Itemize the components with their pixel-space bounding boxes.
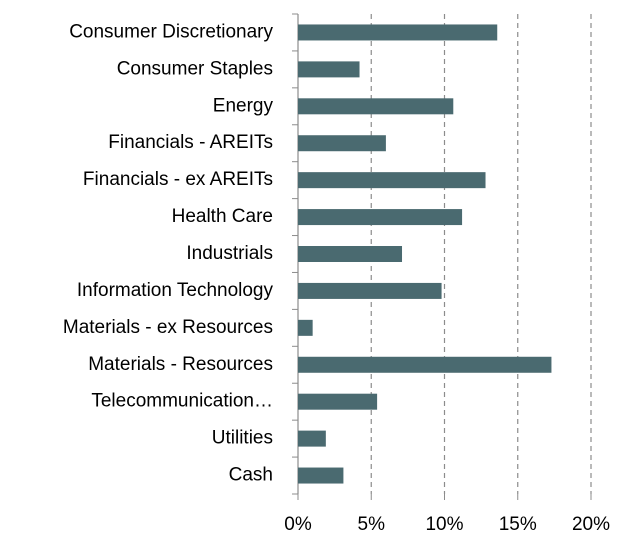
y-tick-label: Utilities <box>212 428 273 449</box>
bar <box>298 430 326 447</box>
bar <box>298 172 486 189</box>
y-tick-label: Information Technology <box>77 280 274 301</box>
y-tick-label: Consumer Staples <box>117 58 273 79</box>
x-tick-label: 5% <box>358 514 386 535</box>
bar <box>298 282 442 299</box>
y-tick-label: Consumer Discretionary <box>69 21 273 42</box>
bar <box>298 246 403 262</box>
bar <box>298 467 344 484</box>
bar <box>298 319 313 336</box>
y-tick-label: Industrials <box>186 243 273 264</box>
y-tick-label: Energy <box>213 95 274 116</box>
y-tick-label: Materials - ex Resources <box>63 317 273 338</box>
x-tick-label: 0% <box>284 514 312 535</box>
bar <box>298 98 454 115</box>
x-tick-label: 15% <box>499 514 537 535</box>
bar <box>298 209 463 226</box>
bar <box>298 393 378 410</box>
y-tick-label: Telecommunication… <box>91 391 273 412</box>
bar <box>298 356 552 373</box>
bar <box>298 24 498 41</box>
y-tick-label: Financials - AREITs <box>108 132 273 153</box>
y-tick-label: Materials - Resources <box>88 354 273 375</box>
x-tick-label: 10% <box>425 514 463 535</box>
y-tick-label: Financials - ex AREITs <box>83 169 273 190</box>
bar <box>298 135 386 152</box>
y-tick-label: Cash <box>229 465 273 486</box>
y-tick-label: Health Care <box>172 206 273 227</box>
bar <box>298 61 360 78</box>
x-tick-label: 20% <box>572 514 610 535</box>
